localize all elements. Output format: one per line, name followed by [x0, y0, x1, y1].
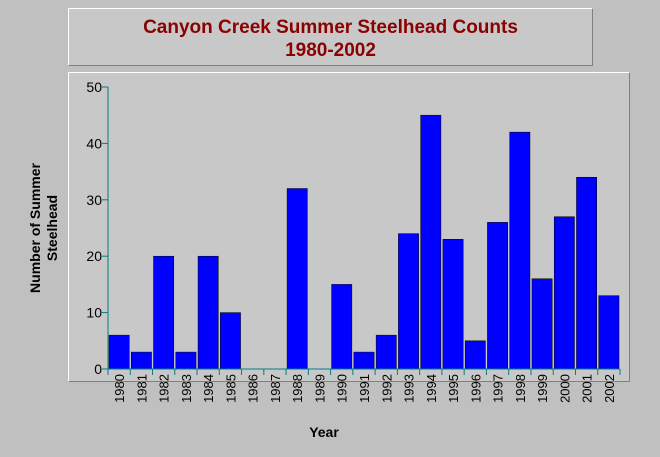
x-tick-label: 1989 [312, 374, 327, 403]
x-tick-label: 2000 [557, 374, 572, 403]
x-tick-label: 1980 [112, 374, 127, 403]
x-tick-label: 1997 [491, 374, 506, 403]
y-tick-label: 20 [86, 248, 102, 264]
x-tick-label: 1981 [134, 374, 149, 403]
x-tick-label: 1992 [379, 374, 394, 403]
x-tick-label: 1988 [290, 374, 305, 403]
x-tick-label: 1998 [513, 374, 528, 403]
x-tick-label: 1990 [335, 374, 350, 403]
y-tick-label: 50 [86, 79, 102, 95]
y-axis-label-line-1: Number of Summer [27, 163, 43, 293]
x-tick-label: 1999 [535, 374, 550, 403]
bar [220, 312, 241, 370]
x-tick-label: 2001 [580, 374, 595, 403]
bar [487, 222, 508, 370]
x-tick-label: 1996 [468, 374, 483, 403]
y-axis-label-line-2: Steelhead [44, 194, 60, 262]
bar [509, 131, 531, 370]
bar [576, 176, 597, 370]
bar [464, 340, 486, 370]
y-tick-label: 30 [86, 192, 102, 208]
bar [131, 351, 152, 370]
bar [197, 255, 219, 370]
bar [108, 334, 130, 370]
x-tick-label: 1985 [223, 374, 238, 403]
bar [553, 216, 575, 370]
bar [375, 334, 397, 370]
x-tick-label: 1983 [179, 374, 194, 403]
x-tick-label: 1982 [157, 374, 172, 403]
bar [598, 295, 620, 370]
bar [153, 255, 175, 370]
bar [531, 278, 553, 370]
x-tick-label: 1987 [268, 374, 283, 403]
y-tick-label: 0 [94, 361, 102, 377]
chart-title-box: Canyon Creek Summer Steelhead Counts 198… [68, 8, 593, 66]
bar [331, 284, 353, 370]
x-tick-label: 1984 [201, 374, 216, 403]
x-tick-label: 2002 [602, 374, 617, 403]
x-tick-label: 1986 [246, 374, 261, 403]
y-tick-label: 10 [86, 305, 102, 321]
y-axis-label: Number of Summer Steelhead [27, 163, 61, 293]
bar [353, 351, 375, 370]
x-tick-label: 1995 [446, 374, 461, 403]
x-axis-label: Year [309, 424, 339, 440]
x-tick-label: 1993 [402, 374, 417, 403]
y-tick-label: 40 [86, 135, 102, 151]
x-tick-label: 1994 [424, 374, 439, 403]
bar [398, 233, 419, 370]
bar [420, 114, 442, 370]
chart-title-line-2: 1980-2002 [285, 40, 376, 61]
bar [175, 351, 197, 370]
bar [442, 239, 464, 370]
chart-title-line-1: Canyon Creek Summer Steelhead Counts [143, 17, 518, 38]
x-tick-label: 1991 [357, 374, 372, 403]
bar [286, 188, 308, 370]
